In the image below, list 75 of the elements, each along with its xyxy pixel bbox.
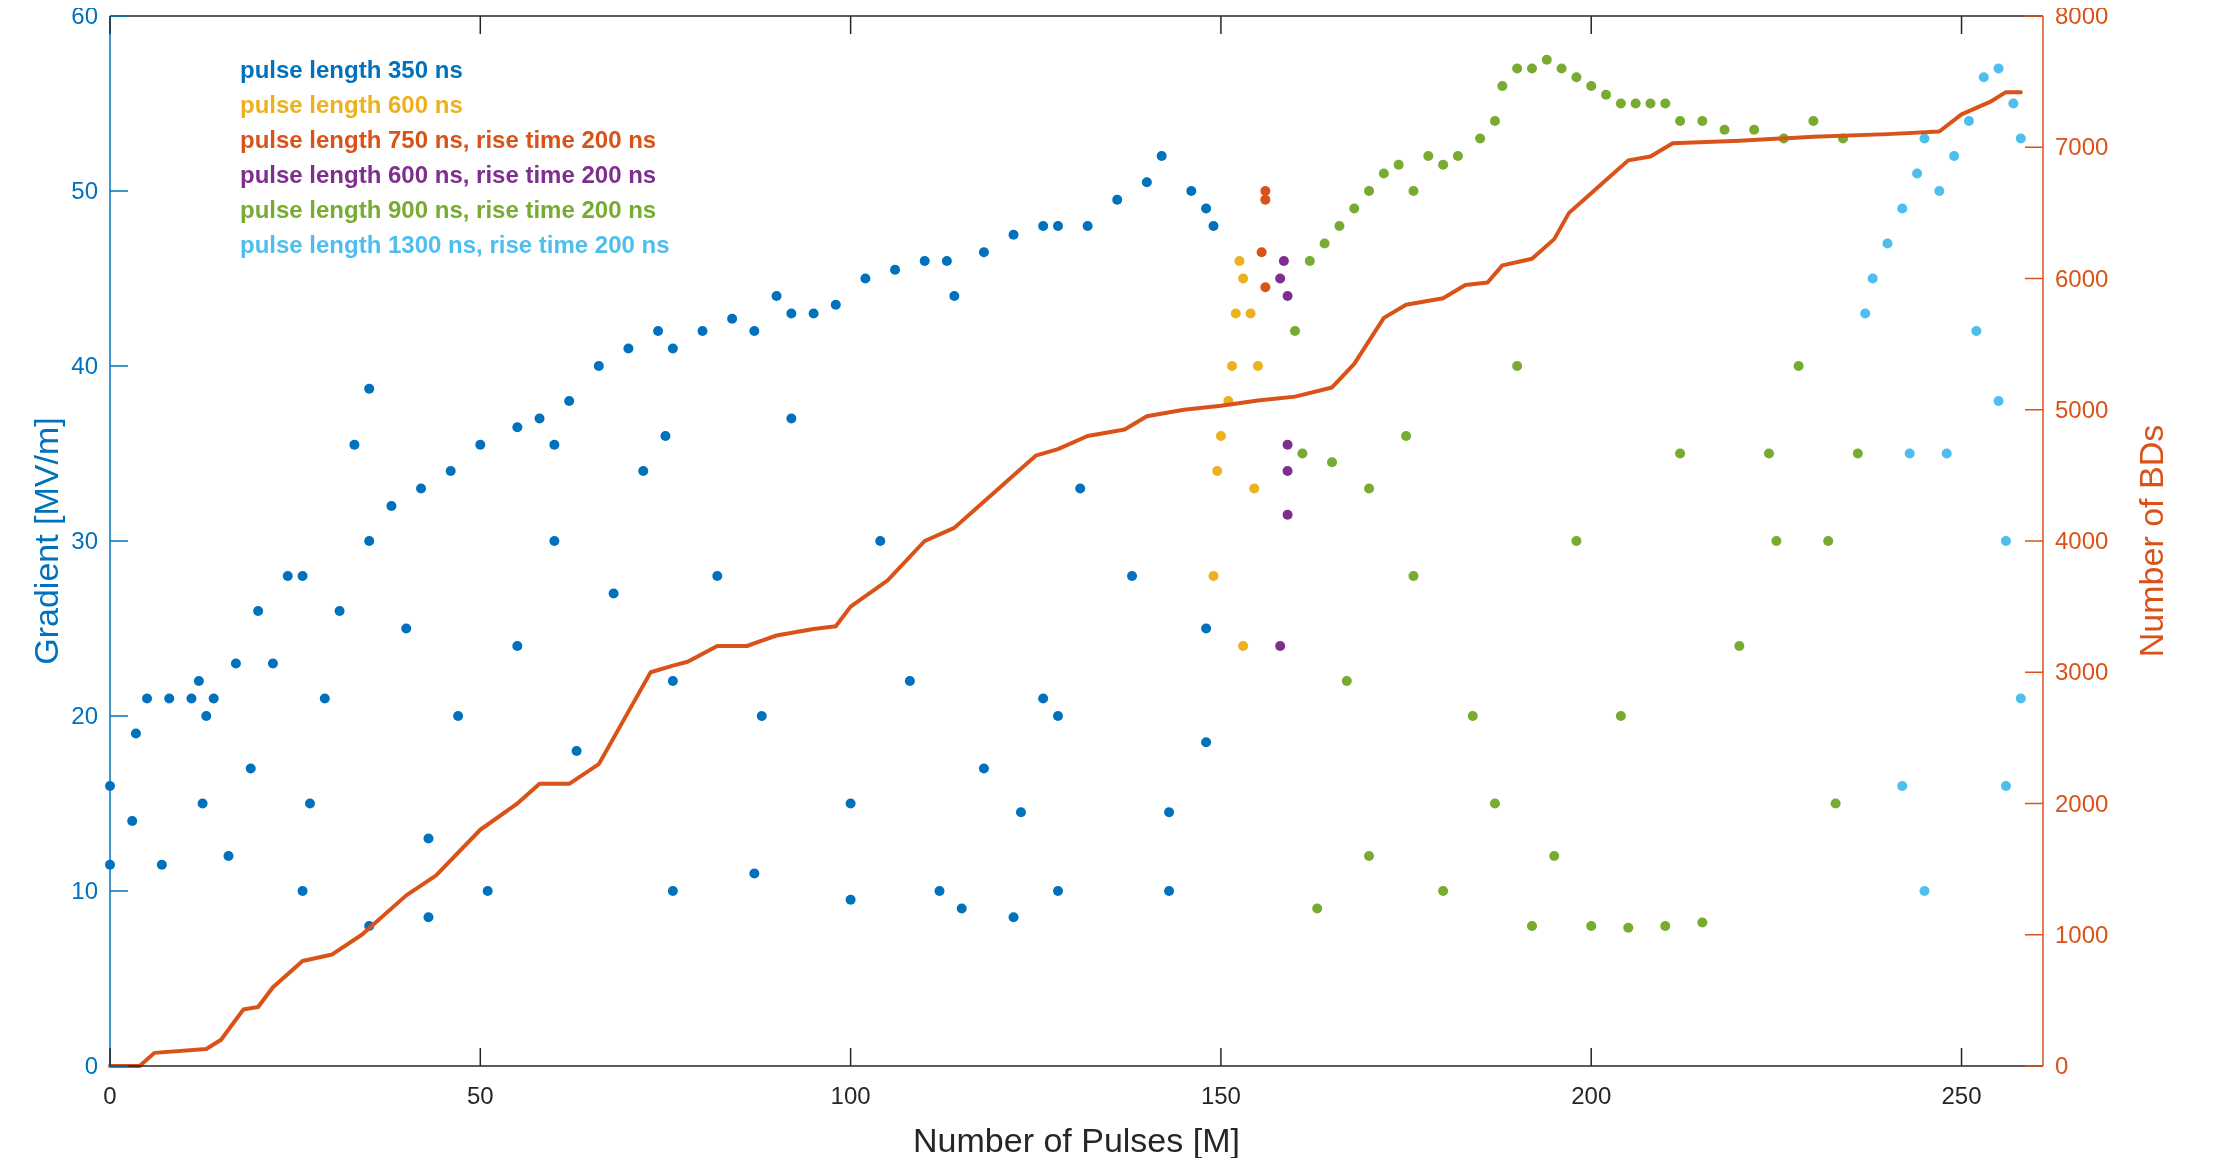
- point: [1238, 641, 1249, 651]
- point: [1212, 466, 1223, 476]
- point: [1912, 168, 1923, 179]
- text: pulse length 900 ns, rise time 200 ns: [240, 196, 657, 223]
- point: [1919, 886, 1930, 896]
- point: [1260, 186, 1271, 196]
- x-tick-label: 150: [1200, 1082, 1241, 1109]
- x-tick-label: 50: [466, 1082, 494, 1109]
- point: [1941, 448, 1952, 459]
- point: [1949, 151, 1960, 161]
- y2-tick-label: 6000: [2055, 264, 2109, 292]
- point: [1282, 439, 1293, 450]
- y-tick-label: 10: [71, 877, 98, 904]
- y2-tick-label: 1000: [2055, 920, 2109, 948]
- line-series: [108, 90, 2023, 1068]
- point: [1934, 186, 1945, 196]
- point: [2000, 781, 2011, 791]
- x-tick-label: 200: [1571, 1082, 1612, 1109]
- y2-tick-label: 3000: [2055, 658, 2109, 686]
- point: [1897, 781, 1908, 791]
- point: [1227, 361, 1238, 371]
- y-tick-label: 20: [71, 702, 98, 729]
- y2-tick-label: 2000: [2055, 789, 2109, 817]
- x-tick-label: 100: [830, 1082, 871, 1109]
- text: pulse length 350 ns: [240, 56, 463, 83]
- point: [1867, 273, 1878, 284]
- y2-tick-label: 0: [2055, 1052, 2069, 1079]
- point: [1238, 273, 1249, 284]
- point: [1256, 247, 1267, 258]
- point: [2015, 693, 2026, 704]
- y2-tick-label: 4000: [2055, 527, 2109, 554]
- point: [1230, 308, 1241, 319]
- x-tick-label: 250: [1941, 1082, 1982, 1109]
- point: [1897, 203, 1908, 214]
- point: [1978, 72, 1989, 83]
- point: [1993, 396, 2004, 406]
- point: [1245, 308, 1256, 319]
- point: [1904, 448, 1915, 459]
- text: pulse length 1300 ns, rise time 200 ns: [240, 231, 670, 258]
- y2-tick-label: 5000: [2055, 395, 2109, 423]
- point: [1275, 273, 1286, 284]
- text: pulse length 600 ns: [240, 91, 463, 118]
- point: [1282, 509, 1293, 520]
- point: [1282, 466, 1293, 476]
- text: pulse length 750 ns, rise time 200 ns: [240, 126, 657, 153]
- x-tick-label: 0: [103, 1082, 117, 1109]
- point: [1260, 194, 1271, 205]
- point: [1234, 256, 1245, 266]
- point: [1860, 308, 1871, 319]
- y-axis-title: Gradient [MV/m]: [27, 417, 65, 665]
- point: [1882, 238, 1893, 249]
- point: [1963, 116, 1974, 126]
- point: [1249, 483, 1260, 494]
- point: [1275, 641, 1286, 651]
- y2-axis-title: Number of BDs: [2132, 424, 2170, 658]
- point: [1260, 282, 1271, 293]
- y2-tick-label: 7000: [2055, 133, 2109, 161]
- point: [1993, 63, 2004, 74]
- point: [1252, 361, 1263, 371]
- y-tick-label: 60: [71, 2, 98, 29]
- y-tick-label: 40: [71, 352, 98, 379]
- point: [1971, 326, 1982, 336]
- y2-tick-label: 8000: [2055, 2, 2109, 29]
- point: [1215, 431, 1226, 441]
- point: [1282, 291, 1293, 301]
- y-tick-label: 30: [71, 527, 98, 554]
- text: pulse length 600 ns, rise time 200 ns: [240, 161, 657, 188]
- point: [1919, 133, 1930, 144]
- point: [2015, 133, 2026, 144]
- point: [1208, 571, 1219, 581]
- y-tick-label: 50: [71, 177, 98, 204]
- point: [2008, 98, 2019, 109]
- point: [2000, 536, 2011, 546]
- y-tick-label: 0: [84, 1052, 98, 1079]
- point: [1278, 256, 1289, 266]
